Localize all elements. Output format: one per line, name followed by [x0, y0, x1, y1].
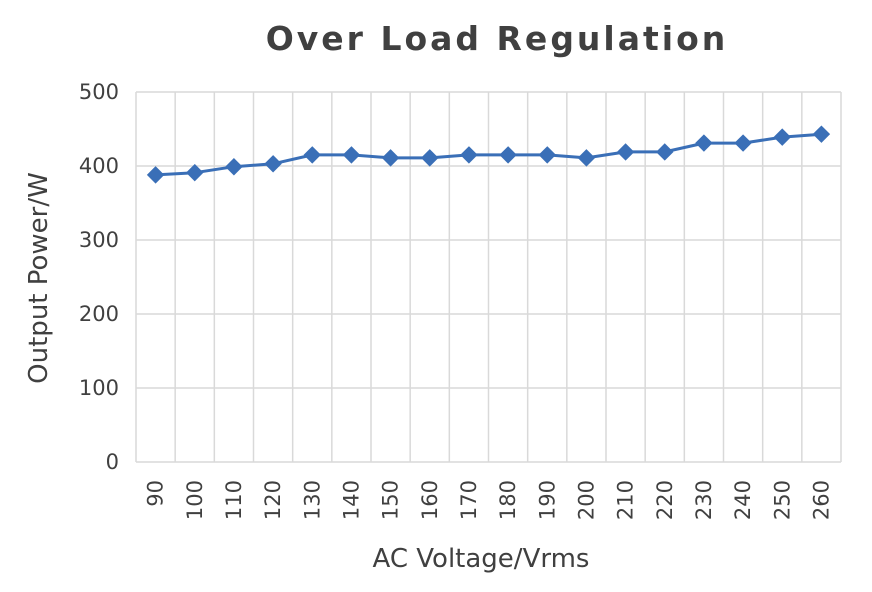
data-point-150 [381, 149, 400, 167]
data-point-160 [421, 149, 439, 167]
x-tick-label: 110 [222, 480, 246, 520]
x-tick-label: 230 [692, 480, 716, 520]
data-point-140 [342, 146, 361, 164]
x-tick-label: 100 [183, 480, 207, 520]
x-tick-label: 180 [496, 480, 520, 520]
x-tick-label: 190 [535, 480, 559, 520]
data-point-220 [656, 143, 674, 161]
data-point-230 [695, 134, 713, 152]
y-tick-label: 400 [79, 154, 119, 178]
data-point-260 [812, 125, 831, 143]
data-point-120 [264, 155, 282, 173]
y-tick-label: 300 [79, 228, 119, 252]
x-tick-label: 160 [418, 480, 442, 520]
x-tick-label: 200 [574, 480, 598, 520]
x-axis-ticks: 90 100 110 120 130 140 150 160 170 180 190 200 210 22… [144, 480, 834, 520]
x-tick-label: 210 [614, 480, 638, 520]
y-tick-label: 500 [79, 80, 119, 104]
data-point-90 [146, 166, 165, 184]
x-tick-label: 130 [300, 480, 324, 520]
y-axis-ticks: 0 100 200 300 400 500 [79, 80, 119, 474]
data-point-110 [225, 158, 243, 176]
x-tick-label: 170 [457, 480, 481, 520]
y-tick-label: 200 [79, 302, 119, 326]
data-point-240 [734, 134, 752, 152]
y-tick-label: 0 [106, 450, 119, 474]
chart-title: Over Load Regulation [266, 19, 729, 58]
data-point-180 [499, 146, 517, 164]
y-axis-label: Output Power/W [24, 172, 54, 384]
x-tick-label: 220 [653, 480, 677, 520]
data-point-170 [460, 146, 478, 164]
y-tick-label: 100 [79, 376, 119, 400]
x-tick-label: 250 [770, 480, 794, 520]
x-tick-label: 260 [809, 480, 833, 520]
x-axis-label: AC Voltage/Vrms [373, 544, 590, 574]
series-markers [146, 125, 831, 184]
data-point-130 [303, 146, 321, 164]
x-tick-label: 140 [339, 480, 363, 520]
data-point-210 [616, 143, 635, 161]
data-point-100 [186, 163, 204, 182]
x-tick-label: 120 [261, 480, 285, 520]
data-point-200 [577, 149, 596, 167]
grid [135, 91, 842, 463]
data-point-250 [773, 128, 791, 146]
x-tick-label: 150 [379, 480, 403, 520]
data-point-190 [538, 146, 556, 164]
x-tick-label: 90 [144, 480, 168, 507]
x-tick-label: 240 [731, 480, 755, 520]
